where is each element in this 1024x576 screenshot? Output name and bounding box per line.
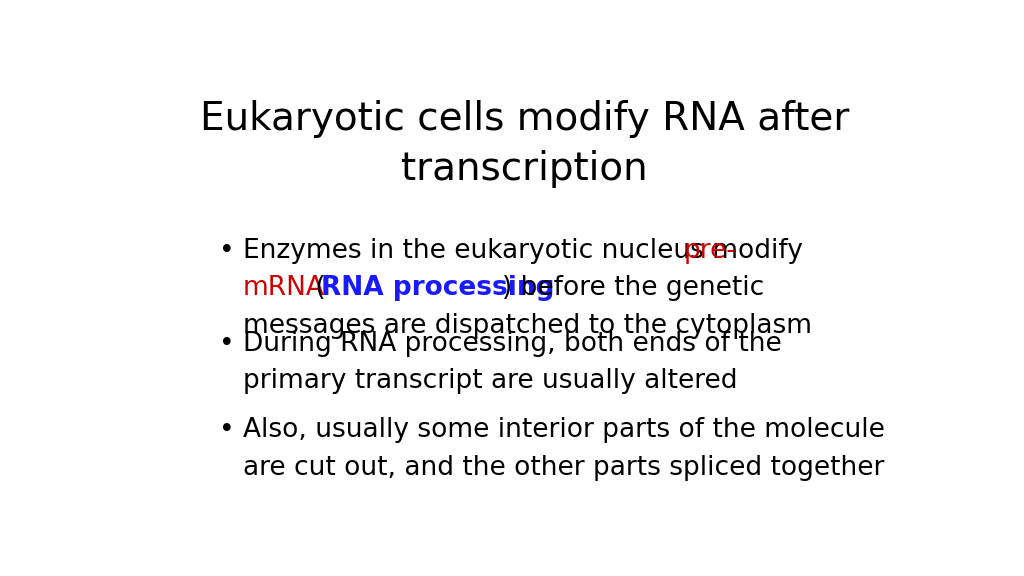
Text: (: (	[306, 275, 326, 301]
Text: messages are dispatched to the cytoplasm: messages are dispatched to the cytoplasm	[243, 313, 812, 339]
Text: Eukaryotic cells modify RNA after
transcription: Eukaryotic cells modify RNA after transc…	[200, 100, 850, 188]
Text: are cut out, and the other parts spliced together: are cut out, and the other parts spliced…	[243, 455, 885, 481]
Text: •: •	[219, 238, 236, 264]
Text: mRNA: mRNA	[243, 275, 325, 301]
Text: During RNA processing, both ends of the: During RNA processing, both ends of the	[243, 331, 781, 357]
Text: •: •	[219, 417, 236, 444]
Text: RNA processing: RNA processing	[321, 275, 554, 301]
Text: Also, usually some interior parts of the molecule: Also, usually some interior parts of the…	[243, 417, 885, 444]
Text: pre-: pre-	[683, 238, 736, 264]
Text: primary transcript are usually altered: primary transcript are usually altered	[243, 369, 737, 395]
Text: ) before the genetic: ) before the genetic	[502, 275, 764, 301]
Text: Enzymes in the eukaryotic nucleus modify: Enzymes in the eukaryotic nucleus modify	[243, 238, 811, 264]
Text: •: •	[219, 331, 236, 357]
